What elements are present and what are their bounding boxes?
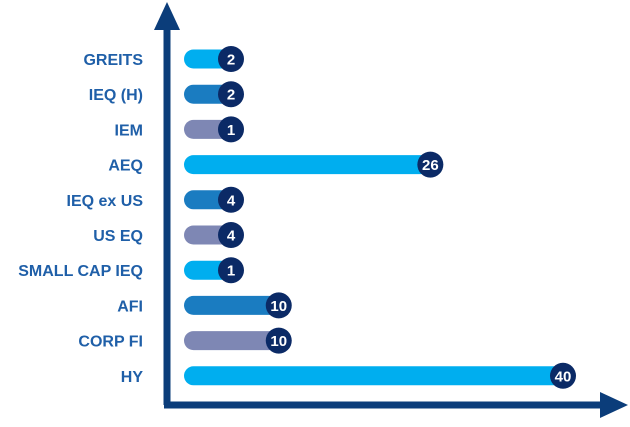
value-label: 1 xyxy=(227,122,235,139)
value-label: 1 xyxy=(227,263,235,280)
category-label: CORP FI xyxy=(78,334,143,351)
value-label: 4 xyxy=(227,228,236,245)
bar xyxy=(184,295,279,315)
value-badge xyxy=(265,327,292,354)
value-badge xyxy=(218,222,244,248)
category-label: IEQ ex US xyxy=(67,193,144,210)
category-label: IEQ (H) xyxy=(89,87,143,104)
y-axis-arrow xyxy=(154,2,180,30)
bar xyxy=(184,331,279,351)
category-label: IEM xyxy=(115,122,143,139)
bars-group: GREITS 2 IEQ (H) 2 IEM 1 AEQ 26 IEQ ex US 4 US EQ 4… xyxy=(18,46,576,389)
category-label: HY xyxy=(121,369,144,386)
category-label: AFI xyxy=(117,298,143,315)
value-label: 2 xyxy=(227,87,235,104)
value-label: 40 xyxy=(555,368,572,385)
category-label: SMALL CAP IEQ xyxy=(18,263,143,280)
bar xyxy=(184,366,563,386)
value-badge xyxy=(218,81,244,108)
category-label: GREITS xyxy=(83,52,143,69)
value-badge xyxy=(218,186,244,213)
value-badge xyxy=(417,151,444,178)
x-axis-arrow xyxy=(600,392,628,418)
value-badge xyxy=(218,116,244,143)
value-badge xyxy=(265,292,292,319)
value-badge xyxy=(218,257,244,284)
category-label: AEQ xyxy=(108,158,143,175)
value-label: 10 xyxy=(270,298,287,315)
value-label: 2 xyxy=(227,52,235,69)
value-badge xyxy=(550,362,576,389)
category-label: US EQ xyxy=(93,228,143,245)
value-badge xyxy=(218,46,244,72)
bar xyxy=(184,155,431,175)
value-label: 10 xyxy=(270,333,287,350)
value-label: 26 xyxy=(422,157,439,174)
value-label: 4 xyxy=(227,192,236,209)
